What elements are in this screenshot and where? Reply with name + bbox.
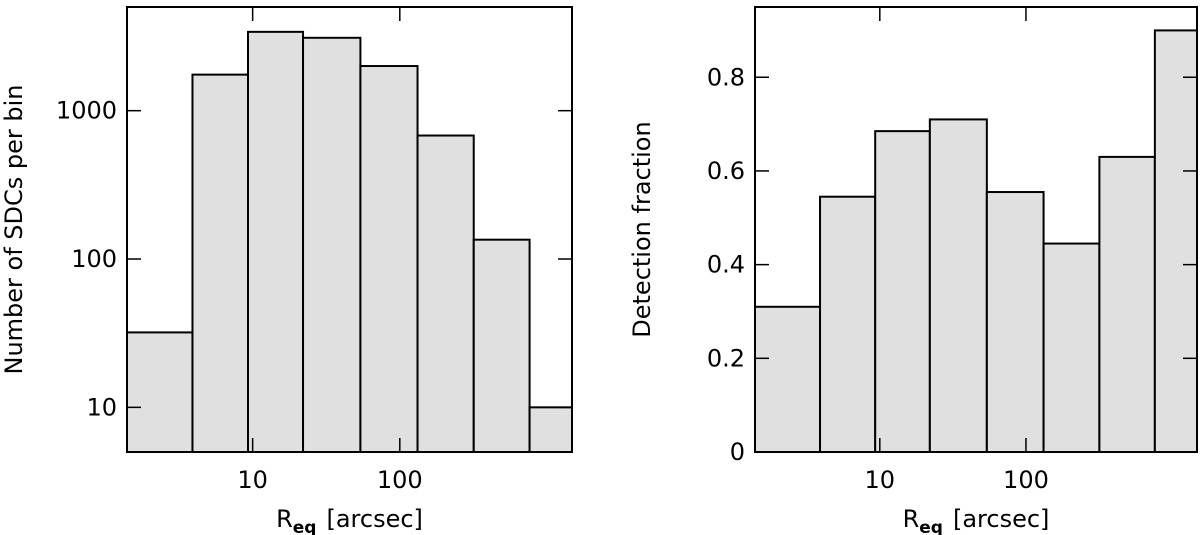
y-tick-label: 1000 — [56, 97, 117, 125]
bar — [302, 36, 362, 454]
bar — [126, 331, 194, 453]
x-label-main: R — [276, 505, 293, 533]
y-tick-label: 0.6 — [707, 157, 745, 185]
y-tick-label: 100 — [71, 245, 117, 273]
bar — [416, 134, 475, 453]
bar — [1098, 155, 1156, 453]
y-tick-label: 0 — [730, 438, 745, 466]
x-tick-label: 100 — [377, 466, 423, 494]
bar — [819, 195, 877, 453]
bar — [928, 118, 988, 453]
bar — [247, 30, 305, 453]
y-tick-label: 0.8 — [707, 63, 745, 91]
y-tick-label: 10 — [86, 393, 117, 421]
bar — [528, 406, 574, 454]
y-axis-label: Number of SDCs per bin — [0, 84, 28, 374]
x-tick-label: 100 — [1003, 466, 1049, 494]
y-axis-label: Detection fraction — [628, 121, 656, 337]
x-label-main: R — [903, 505, 920, 533]
x-label-unit: [arcsec] — [953, 505, 1049, 533]
x-label-sub: eq — [293, 518, 317, 535]
y-tick-label: 0.2 — [707, 344, 745, 372]
bar — [874, 130, 931, 453]
x-tick-label: 10 — [865, 466, 896, 494]
x-label-unit: [arcsec] — [326, 505, 422, 533]
bar — [472, 238, 531, 453]
bar — [191, 73, 250, 453]
plot-frame — [754, 6, 1198, 453]
plot-frame — [126, 6, 573, 453]
bar — [1153, 29, 1199, 454]
bar — [1042, 242, 1101, 453]
x-label-sub: eq — [919, 518, 943, 535]
y-tick-label: 0.4 — [707, 251, 745, 279]
x-axis-label: Req [arcsec] — [276, 505, 423, 535]
bar — [754, 305, 822, 453]
x-tick-label: 10 — [237, 466, 268, 494]
bar — [985, 191, 1045, 454]
bar — [359, 65, 419, 453]
x-axis-label: Req [arcsec] — [903, 505, 1050, 535]
